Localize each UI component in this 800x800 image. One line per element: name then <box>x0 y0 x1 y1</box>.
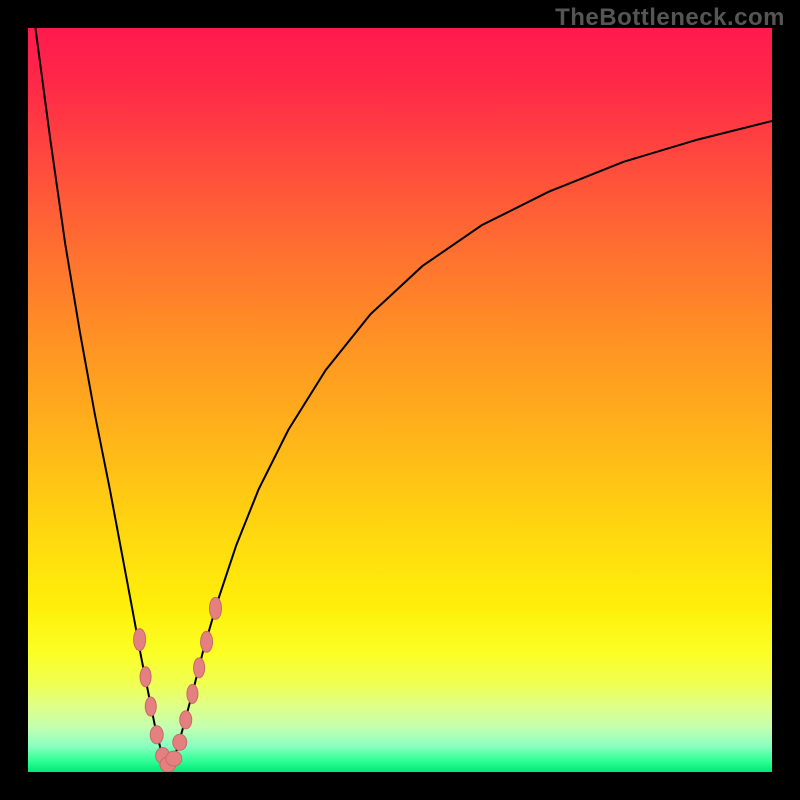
plot-area <box>28 28 772 772</box>
data-marker <box>166 751 182 766</box>
data-marker <box>180 711 192 729</box>
data-marker <box>134 629 146 651</box>
data-marker <box>173 734 187 750</box>
data-marker <box>194 658 205 678</box>
data-marker <box>201 631 213 652</box>
chart-svg <box>28 28 772 772</box>
data-marker <box>150 726 163 744</box>
data-marker <box>187 684 198 703</box>
data-marker <box>140 667 151 687</box>
gradient-background <box>28 28 772 772</box>
chart-container: TheBottleneck.com <box>0 0 800 800</box>
data-marker <box>209 597 221 619</box>
data-marker <box>145 697 156 716</box>
